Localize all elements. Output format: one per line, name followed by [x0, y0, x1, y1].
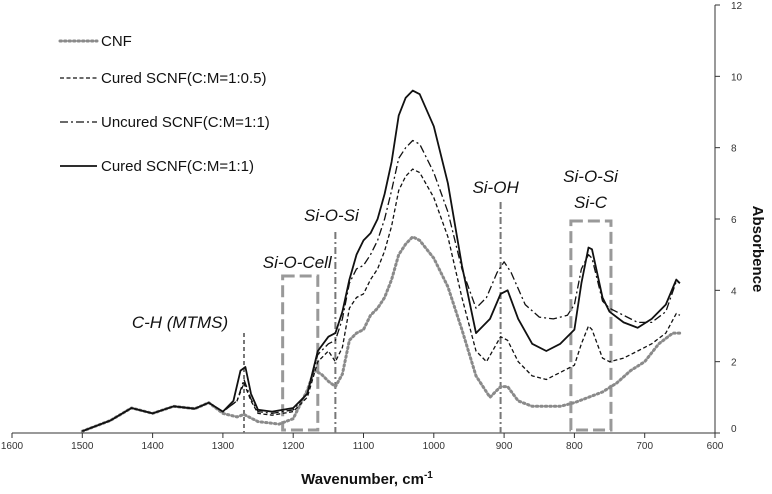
legend-label: Cured SCNF(C:M=1:1): [101, 158, 254, 175]
y-axis-title: Absorbence: [749, 206, 766, 293]
axis-titles: Wavenumber, cm-1 Absorbence: [301, 206, 766, 488]
x-tick-label: 1400: [141, 441, 164, 452]
legend: CNF Cured SCNF(C:M=1:0.5) Uncured SCNF(C:M…: [58, 33, 270, 175]
annotation-region-box: [569, 219, 613, 432]
series-layer: [80, 89, 682, 433]
y-tick-label: 12: [731, 1, 743, 12]
x-tick-label: 1200: [282, 441, 305, 452]
annotation-label: C-H (MTMS): [132, 313, 228, 332]
axes-layer: 1600 1500 1400 1300 1200 1100 1000 900 800 700 600…: [1, 1, 743, 452]
annotation-label: Si-C: [574, 193, 608, 212]
y-tick-label: 4: [731, 286, 737, 297]
series-line-4: [81, 89, 681, 433]
x-tick-label: 1100: [353, 441, 375, 452]
x-tick-label: 800: [566, 441, 583, 452]
x-axis-title-text: Wavenumber, cm: [301, 471, 424, 488]
series-line-2: [82, 168, 681, 432]
x-tick-label: 1600: [1, 441, 24, 452]
annotation-layer: C-H (MTMS) Si-O-Cell Si-O-Si Si-OH Si-O-Si Si…: [132, 167, 619, 433]
annotation-label: Si-O-Cell: [263, 253, 333, 272]
y-tick-label: 10: [731, 72, 743, 83]
legend-label: CNF: [101, 33, 132, 50]
y-tick-label: 8: [731, 144, 737, 155]
x-tick-label: 1000: [423, 441, 446, 452]
series-line-3: [82, 139, 681, 432]
annotation-label: Si-O-Si: [563, 167, 619, 186]
x-axis-title: Wavenumber, cm-1: [301, 470, 433, 488]
x-tick-label: 700: [636, 441, 653, 452]
annotation-label: Si-OH: [472, 178, 519, 197]
y-tick-label: 6: [731, 215, 737, 226]
legend-label: Uncured SCNF(C:M=1:1): [101, 114, 270, 131]
x-tick-label: 600: [707, 441, 724, 452]
series-line-1: [80, 235, 682, 433]
y-tick-label: 2: [731, 358, 737, 369]
x-axis-title-superscript: -1: [424, 470, 433, 481]
annotation-label: Si-O-Si: [304, 206, 360, 225]
y-tick-label: 0: [731, 424, 737, 435]
legend-label: Cured SCNF(C:M=1:0.5): [101, 70, 266, 87]
x-tick-label: 900: [496, 441, 513, 452]
x-tick-label: 1300: [212, 441, 235, 452]
x-tick-label: 1500: [71, 441, 94, 452]
